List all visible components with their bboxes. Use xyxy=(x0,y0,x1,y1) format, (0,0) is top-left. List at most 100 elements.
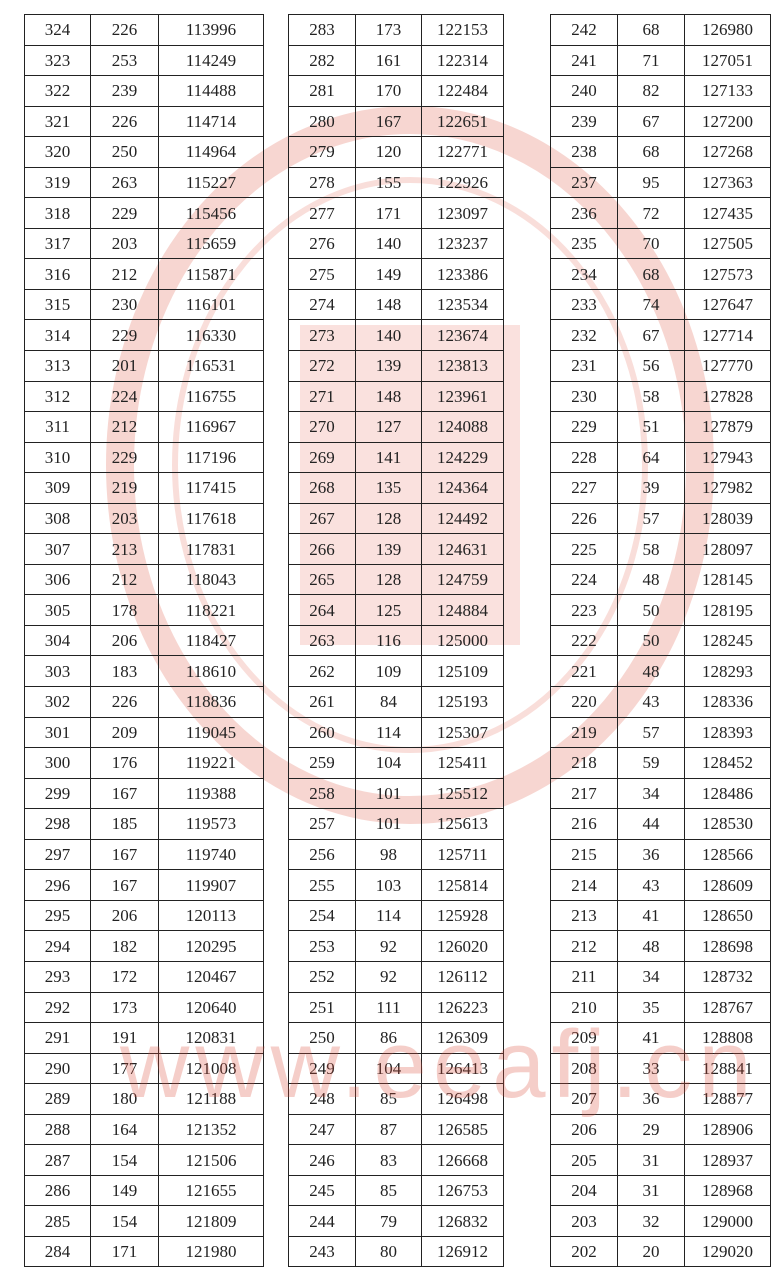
cumulative-cell: 125307 xyxy=(421,716,504,749)
table-row: 251 111 126223 xyxy=(288,991,504,1024)
score-cell: 233 xyxy=(550,288,618,321)
count-cell: 206 xyxy=(90,899,159,932)
cumulative-cell: 127200 xyxy=(684,105,771,138)
count-cell: 64 xyxy=(617,441,685,474)
table-row: 312 224 116755 xyxy=(24,380,264,413)
score-cell: 245 xyxy=(288,1174,356,1207)
cumulative-cell: 116531 xyxy=(158,350,264,382)
table-row: 214 43 128609 xyxy=(550,869,771,901)
count-cell: 139 xyxy=(355,533,422,565)
cumulative-cell: 121809 xyxy=(158,1205,264,1237)
score-cell: 276 xyxy=(288,227,356,260)
score-cell: 203 xyxy=(550,1205,618,1237)
count-cell: 167 xyxy=(90,869,159,901)
table-row: 316 212 115871 xyxy=(24,258,264,290)
score-cell: 261 xyxy=(288,686,356,718)
count-cell: 173 xyxy=(90,991,159,1024)
count-cell: 203 xyxy=(90,227,159,260)
table-row: 273 140 123674 xyxy=(288,319,504,352)
table-row: 213 41 128650 xyxy=(550,899,771,932)
count-cell: 170 xyxy=(355,75,422,107)
table-row: 217 34 128486 xyxy=(550,777,771,810)
count-cell: 253 xyxy=(90,44,159,77)
count-cell: 212 xyxy=(90,563,159,596)
score-cell: 280 xyxy=(288,105,356,138)
count-cell: 149 xyxy=(90,1174,159,1207)
count-cell: 149 xyxy=(355,258,422,290)
count-cell: 80 xyxy=(355,1235,422,1268)
score-cell: 264 xyxy=(288,594,356,626)
table-row: 236 72 127435 xyxy=(550,197,771,229)
count-cell: 135 xyxy=(355,472,422,504)
score-cell: 266 xyxy=(288,533,356,565)
score-cell: 320 xyxy=(24,136,91,168)
count-cell: 20 xyxy=(617,1235,685,1268)
table-row: 283 173 122153 xyxy=(288,14,504,46)
cumulative-cell: 125193 xyxy=(421,686,504,718)
score-cell: 286 xyxy=(24,1174,91,1207)
count-cell: 148 xyxy=(355,288,422,321)
score-cell: 294 xyxy=(24,930,91,962)
table-row: 282 161 122314 xyxy=(288,44,504,77)
score-cell: 323 xyxy=(24,44,91,77)
count-cell: 101 xyxy=(355,777,422,810)
count-cell: 229 xyxy=(90,197,159,229)
count-cell: 120 xyxy=(355,136,422,168)
table-row: 252 92 126112 xyxy=(288,960,504,993)
cumulative-cell: 127943 xyxy=(684,441,771,474)
count-cell: 72 xyxy=(617,197,685,229)
table-row: 253 92 126020 xyxy=(288,930,504,962)
count-cell: 34 xyxy=(617,960,685,993)
table-row: 210 35 128767 xyxy=(550,991,771,1024)
score-cell: 293 xyxy=(24,960,91,993)
score-cell: 226 xyxy=(550,502,618,535)
cumulative-cell: 124088 xyxy=(421,411,504,443)
cumulative-cell: 116967 xyxy=(158,411,264,443)
cumulative-cell: 128877 xyxy=(684,1083,771,1115)
score-cell: 220 xyxy=(550,686,618,718)
cumulative-cell: 116330 xyxy=(158,319,264,352)
cumulative-cell: 114714 xyxy=(158,105,264,138)
cumulative-cell: 125711 xyxy=(421,838,504,871)
count-cell: 74 xyxy=(617,288,685,321)
count-cell: 32 xyxy=(617,1205,685,1237)
cumulative-cell: 128195 xyxy=(684,594,771,626)
table-row: 212 48 128698 xyxy=(550,930,771,962)
cumulative-cell: 122771 xyxy=(421,136,504,168)
count-cell: 56 xyxy=(617,350,685,382)
score-cell: 316 xyxy=(24,258,91,290)
score-cell: 236 xyxy=(550,197,618,229)
table-row: 268 135 124364 xyxy=(288,472,504,504)
table-row: 281 170 122484 xyxy=(288,75,504,107)
count-cell: 161 xyxy=(355,44,422,77)
table-row: 279 120 122771 xyxy=(288,136,504,168)
cumulative-cell: 128698 xyxy=(684,930,771,962)
cumulative-cell: 127982 xyxy=(684,472,771,504)
score-table: 242 68 126980 241 71 127051 240 82 127133 239 67 12… xyxy=(550,14,771,1268)
table-row: 219 57 128393 xyxy=(550,716,771,749)
cumulative-cell: 120113 xyxy=(158,899,264,932)
table-row: 227 39 127982 xyxy=(550,472,771,504)
score-cell: 319 xyxy=(24,166,91,199)
count-cell: 84 xyxy=(355,686,422,718)
table-row: 311 212 116967 xyxy=(24,411,264,443)
cumulative-cell: 119045 xyxy=(158,716,264,749)
score-cell: 317 xyxy=(24,227,91,260)
score-cell: 218 xyxy=(550,747,618,779)
score-cell: 257 xyxy=(288,808,356,840)
table-row: 313 201 116531 xyxy=(24,350,264,382)
score-cell: 287 xyxy=(24,1144,91,1176)
table-row: 308 203 117618 xyxy=(24,502,264,535)
cumulative-cell: 127573 xyxy=(684,258,771,290)
table-row: 235 70 127505 xyxy=(550,227,771,260)
score-cell: 223 xyxy=(550,594,618,626)
table-row: 291 191 120831 xyxy=(24,1022,264,1054)
count-cell: 172 xyxy=(90,960,159,993)
count-cell: 219 xyxy=(90,472,159,504)
score-cell: 263 xyxy=(288,624,356,657)
score-cell: 247 xyxy=(288,1113,356,1146)
cumulative-cell: 122484 xyxy=(421,75,504,107)
count-cell: 104 xyxy=(355,1052,422,1085)
count-cell: 67 xyxy=(617,105,685,138)
cumulative-cell: 128245 xyxy=(684,624,771,657)
